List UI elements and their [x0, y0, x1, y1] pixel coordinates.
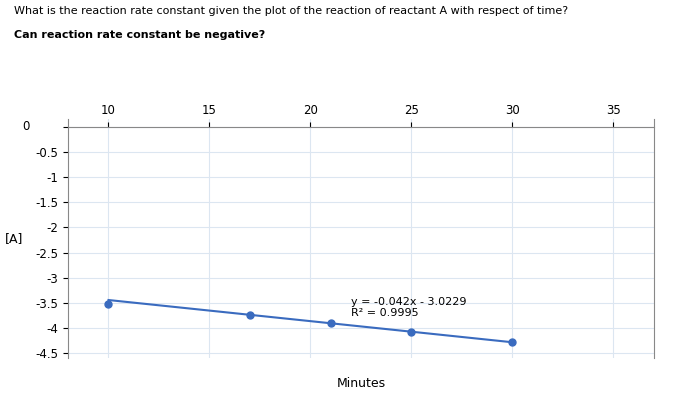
Text: Minutes: Minutes — [336, 377, 385, 390]
Y-axis label: [A]: [A] — [5, 232, 24, 245]
Text: Can reaction rate constant be negative?: Can reaction rate constant be negative? — [14, 30, 265, 40]
Text: 0: 0 — [22, 121, 30, 133]
Text: What is the reaction rate constant given the plot of the reaction of reactant A : What is the reaction rate constant given… — [14, 6, 568, 16]
Text: y = -0.042x - 3.0229
R² = 0.9995: y = -0.042x - 3.0229 R² = 0.9995 — [351, 297, 466, 318]
